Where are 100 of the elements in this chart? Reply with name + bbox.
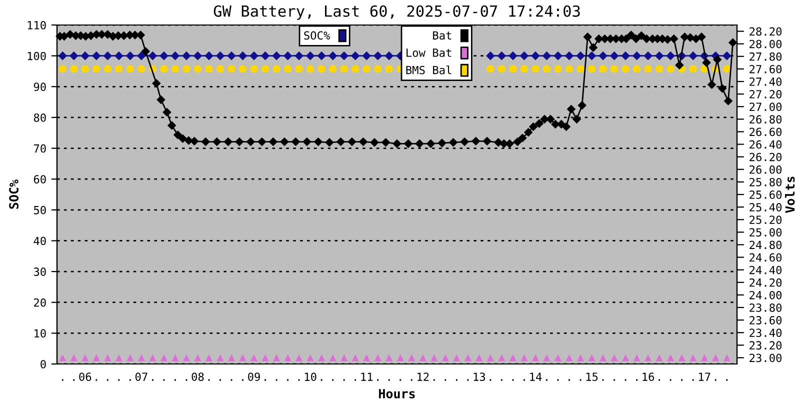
x-tick-label: .: [276, 379, 278, 381]
x-tick-label: .: [614, 379, 615, 381]
x-tick-label: .: [354, 379, 356, 381]
x-tick-label: .: [580, 379, 582, 381]
x-tick-label: .: [524, 379, 525, 381]
x-tick-label: .: [106, 379, 108, 381]
y2-tick-label: 23.00: [750, 354, 782, 362]
y2-tick-label: 27.00: [750, 102, 782, 112]
y2-tick-label: 28.20: [750, 27, 782, 36]
x-tick-label: .: [501, 379, 502, 381]
y-tick-label: 0: [40, 360, 46, 368]
x-tick-label: .: [444, 379, 446, 381]
y-tick-label: 40: [34, 236, 46, 246]
x-tick-label: .: [714, 379, 716, 381]
x-tick-label: .: [456, 379, 458, 381]
x-tick-label: .: [602, 379, 604, 381]
x-tick-label: .: [624, 379, 626, 381]
x-tick-label: .: [208, 379, 210, 381]
y2-tick-label: 26.00: [750, 165, 782, 174]
y-tick-label: 10: [34, 329, 46, 338]
y-tick-label: 30: [34, 268, 46, 276]
y2-tick-label: 24.60: [750, 253, 782, 262]
x-tick-label: 08: [192, 372, 204, 381]
x-tick-label: .: [163, 379, 165, 381]
x-tick-label: .: [433, 379, 435, 381]
y2-tick-label: 26.60: [750, 128, 782, 136]
x-tick-label: 09: [248, 372, 260, 381]
y2-tick-label: 26.40: [750, 140, 782, 149]
x-tick-label: .: [242, 379, 244, 381]
x-tick-label: .: [186, 379, 188, 381]
y2-tick-label: 26.80: [750, 115, 782, 124]
y-axis-title: SOC%: [9, 180, 19, 209]
x-tick-label: .: [129, 379, 131, 381]
y-tick-label: 100: [28, 52, 46, 60]
y2-tick-label: 25.00: [750, 228, 782, 237]
y2-tick-label: 25.60: [750, 190, 782, 199]
x-tick-label: .: [320, 379, 322, 381]
y2-tick-label: 27.80: [750, 52, 782, 61]
x-tick-label: .: [298, 379, 300, 381]
x-tick-label: .: [490, 379, 492, 381]
y-tick-label: 50: [34, 206, 46, 214]
y2-tick-label: 24.80: [750, 240, 782, 250]
x-tick-label: 17: [698, 372, 710, 381]
x-tick-label: .: [343, 379, 345, 381]
y2-tick-label: 25.80: [750, 178, 782, 186]
x-tick-label: 07: [135, 372, 148, 381]
x-tick-label: .: [636, 379, 638, 381]
x-tick-label: .: [388, 379, 390, 381]
legend-label: Bat: [433, 31, 452, 40]
x-tick-label: .: [726, 379, 728, 381]
y2-tick-label: 27.60: [750, 64, 782, 74]
x-tick-label: .: [118, 379, 120, 381]
y2-tick-label: 25.20: [750, 216, 782, 224]
x-tick-label: 15: [586, 372, 598, 381]
x-tick-label: .: [467, 379, 469, 381]
x-tick-label: 12: [418, 372, 429, 381]
x-tick-label: 10: [304, 372, 316, 381]
x-tick-label: .: [96, 379, 98, 381]
legend-label: Low Bat: [406, 48, 452, 57]
y2-tick-label: 23.40: [750, 328, 782, 338]
y-tick-label: 90: [34, 82, 46, 92]
x-tick-label: 06: [79, 372, 92, 381]
y-tick-label: 60: [34, 175, 46, 184]
x-tick-label: .: [400, 379, 402, 381]
y2-tick-label: 23.80: [750, 304, 782, 312]
x-tick-label: .: [546, 379, 548, 381]
x-tick-label: 11: [361, 372, 373, 381]
y-tick-label: 20: [34, 298, 46, 307]
x-tick-label: .: [230, 379, 232, 381]
x-tick-label: .: [377, 379, 379, 381]
y2-axis-title: Volts: [785, 176, 795, 213]
y2-tick-label: 23.20: [750, 341, 782, 350]
x-tick-label: .: [557, 379, 559, 381]
x-tick-label: .: [681, 379, 683, 381]
x-tick-label: .: [658, 379, 660, 381]
y2-tick-label: 23.60: [750, 316, 782, 324]
x-tick-label: .: [287, 379, 288, 381]
y2-tick-label: 25.40: [750, 203, 782, 212]
x-axis-title: Hours: [379, 389, 415, 398]
x-tick-label: .: [410, 379, 412, 381]
y2-tick-label: 26.20: [750, 152, 782, 162]
legend-label: BMS Bal: [406, 66, 452, 74]
x-tick-label: .: [220, 379, 221, 381]
x-tick-label: .: [568, 379, 570, 381]
y-tick-label: 80: [34, 113, 46, 122]
y2-tick-label: 28.00: [750, 40, 782, 48]
x-tick-label: 16: [642, 372, 654, 381]
x-tick-label: .: [692, 379, 694, 381]
y-tick-label: 110: [28, 21, 46, 30]
x-tick-label: .: [174, 379, 176, 381]
y2-tick-label: 27.40: [750, 78, 782, 86]
x-tick-label: .: [152, 379, 154, 381]
x-tick-label: 14: [530, 372, 542, 381]
y2-tick-label: 27.20: [750, 90, 782, 98]
x-tick-label: .: [62, 379, 64, 381]
x-tick-label: 13: [474, 372, 486, 381]
y2-tick-label: 24.20: [750, 278, 782, 287]
y-tick-label: 70: [34, 144, 46, 153]
x-tick-label: .: [670, 379, 672, 381]
y2-tick-label: 24.00: [750, 290, 782, 300]
